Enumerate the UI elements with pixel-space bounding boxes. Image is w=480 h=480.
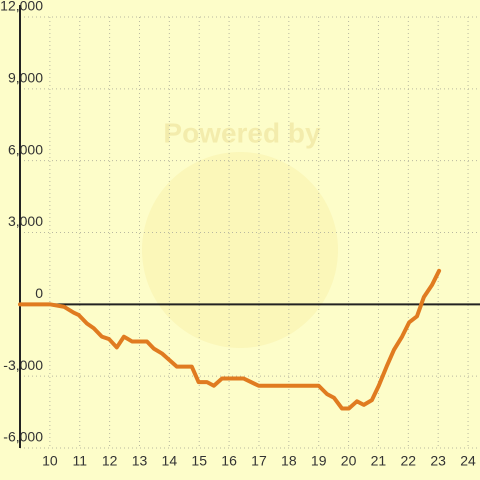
x-tick-label: 17 bbox=[251, 453, 267, 469]
y-tick-label: -3,000 bbox=[3, 357, 43, 373]
x-tick-label: 22 bbox=[401, 453, 417, 469]
x-tick-label: 14 bbox=[162, 453, 178, 469]
x-tick-label: 23 bbox=[430, 453, 446, 469]
watermark-logo bbox=[142, 152, 338, 348]
data-line bbox=[18, 268, 442, 411]
x-tick-label: 21 bbox=[371, 453, 387, 469]
x-tick-label: 24 bbox=[460, 453, 476, 469]
y-tick-label: 6,000 bbox=[8, 141, 43, 157]
x-tick-label: 16 bbox=[221, 453, 237, 469]
y-tick-label: 12,000 bbox=[0, 0, 43, 14]
x-tick-label: 20 bbox=[341, 453, 357, 469]
x-tick-label: 11 bbox=[72, 453, 87, 469]
watermark: Powered by bbox=[163, 117, 321, 148]
y-tick-label: 0 bbox=[35, 285, 43, 301]
x-tick-label: 12 bbox=[102, 453, 118, 469]
x-tick-label: 15 bbox=[191, 453, 207, 469]
y-tick-label: 3,000 bbox=[8, 213, 43, 229]
y-tick-label: -6,000 bbox=[3, 429, 43, 445]
x-tick-label: 19 bbox=[311, 453, 327, 469]
x-tick-label: 10 bbox=[42, 453, 58, 469]
x-tick-label: 18 bbox=[281, 453, 297, 469]
y-tick-label: 9,000 bbox=[8, 70, 43, 86]
x-tick-label: 13 bbox=[132, 453, 148, 469]
